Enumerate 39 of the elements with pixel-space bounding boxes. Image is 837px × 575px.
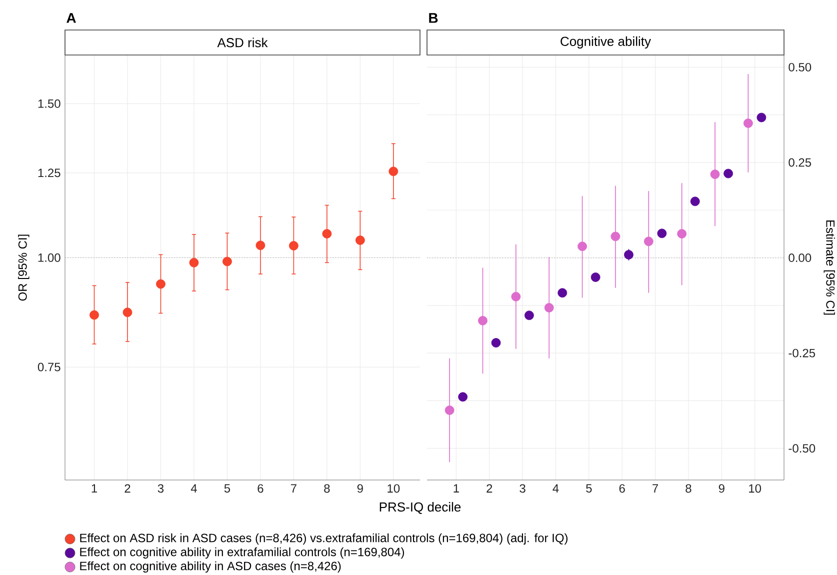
x-tick-label: 4 <box>552 484 559 492</box>
x-tick-label: 3 <box>158 484 164 493</box>
x-tick-label: 2 <box>486 484 492 493</box>
y-tick-label: 1.00 <box>38 253 60 262</box>
x-tick-label: 8 <box>324 484 330 493</box>
x-tick-label: 10 <box>749 484 762 493</box>
y-tick-label: 1.25 <box>38 168 60 178</box>
x-tick-label: 1 <box>92 484 97 492</box>
legend-label: Effect on cognitive ability in extrafamilial controls (n=169,804) <box>80 547 404 559</box>
x-tick-label: 6 <box>258 484 264 493</box>
x-tick-label: 2 <box>124 484 130 493</box>
x-tick-label: 5 <box>586 484 592 493</box>
x-tick-label: 3 <box>520 484 526 493</box>
y-tick-label: -0.50 <box>788 444 816 453</box>
y-tick-label: -0.25 <box>788 348 816 358</box>
x-tick-label: 7 <box>652 484 658 492</box>
y-tick-label: 0.75 <box>38 362 60 372</box>
legend-label: Effect on cognitive ability in ASD cases (n=8,426) <box>80 561 341 573</box>
x-tick-label: 4 <box>190 484 197 492</box>
chart-title: Cognitive ability <box>560 36 651 49</box>
chart-title: ASD risk <box>217 38 268 48</box>
legend-label: Effect on ASD risk in ASD cases (n=8,426) vs.extrafamilial controls (n=169,804) (adj. for IQ) <box>80 533 568 545</box>
x-tick-label: 1 <box>454 484 459 492</box>
y-tick-label: 0.50 <box>788 62 812 72</box>
x-tick-label: 9 <box>718 484 724 493</box>
y-axis-title: OR [95% CI] <box>18 234 30 301</box>
x-tick-label: 10 <box>388 484 400 493</box>
x-tick-label: 5 <box>224 484 230 493</box>
text: A <box>66 13 76 23</box>
x-tick-label: 6 <box>619 484 625 493</box>
x-axis-title: PRS-IQ decile <box>380 502 461 514</box>
x-tick-label: 9 <box>357 484 363 493</box>
text: B <box>429 13 438 23</box>
y-axis-title: Estimate [95% CI] <box>824 220 835 315</box>
x-tick-label: 7 <box>290 484 296 492</box>
y-tick-label: 0.00 <box>788 254 812 262</box>
y-tick-label: 0.25 <box>788 158 812 167</box>
y-tick-label: 1.50 <box>38 99 60 108</box>
x-tick-label: 8 <box>686 484 692 493</box>
